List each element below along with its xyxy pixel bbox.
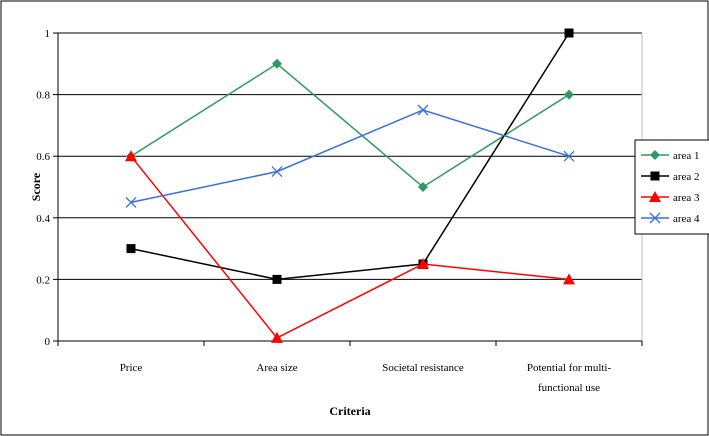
legend: area 1 area 2 area 3 area 4 xyxy=(634,139,709,235)
marker-stroke xyxy=(649,212,661,224)
axes xyxy=(53,32,643,346)
data-point xyxy=(272,58,282,69)
gridlines xyxy=(58,32,642,280)
data-point xyxy=(418,182,428,192)
legend-marker xyxy=(649,212,661,224)
data-point xyxy=(125,150,137,162)
x-tick-label: functional use xyxy=(538,382,600,394)
data-point xyxy=(126,244,136,254)
data-point xyxy=(563,273,575,285)
x-tick-label: Potential for multi- xyxy=(527,362,612,374)
x-tick-label: Area size xyxy=(256,362,297,374)
series-area-3 xyxy=(125,150,575,343)
data-point xyxy=(272,274,282,284)
legend-label: area 2 xyxy=(673,171,700,183)
data-point xyxy=(417,258,429,269)
x-tick-label: Price xyxy=(120,362,143,374)
legend-marker xyxy=(650,171,660,181)
y-axis-title: Score xyxy=(29,172,43,201)
x-axis-title: Criteria xyxy=(329,404,370,418)
tick-labels: 0 0.2 0.4 0.6 0.8 1 Price Area size Societal res… xyxy=(36,28,611,394)
marker-stroke xyxy=(417,104,429,116)
data-point xyxy=(563,150,575,162)
y-tick-label: 0 xyxy=(45,336,51,348)
data-point xyxy=(417,104,429,116)
marker-stroke xyxy=(125,196,137,208)
series-line xyxy=(130,32,570,281)
data-point xyxy=(564,28,574,38)
y-tick-label: 0.6 xyxy=(36,151,50,163)
legend-label: area 3 xyxy=(673,192,700,204)
series-line xyxy=(130,109,570,204)
marker-stroke xyxy=(563,150,575,162)
legend-label: area 4 xyxy=(673,213,700,225)
y-tick-label: 0.8 xyxy=(36,90,50,102)
data-point xyxy=(271,166,283,178)
legend-marker xyxy=(650,150,660,160)
y-tick-label: 0.2 xyxy=(36,274,50,286)
series-layer xyxy=(125,28,575,343)
data-point xyxy=(564,89,574,100)
y-tick-label: 1 xyxy=(45,28,51,40)
data-point xyxy=(125,196,137,208)
legend-marker xyxy=(649,191,661,202)
x-tick-label: Societal resistance xyxy=(382,362,464,374)
legend-label: area 1 xyxy=(673,150,700,162)
y-tick-label: 0.4 xyxy=(36,213,50,225)
series-line xyxy=(130,62,570,188)
data-point xyxy=(271,331,283,343)
marker-stroke xyxy=(271,166,283,178)
series-area-4 xyxy=(125,104,575,208)
series-line xyxy=(130,155,570,339)
